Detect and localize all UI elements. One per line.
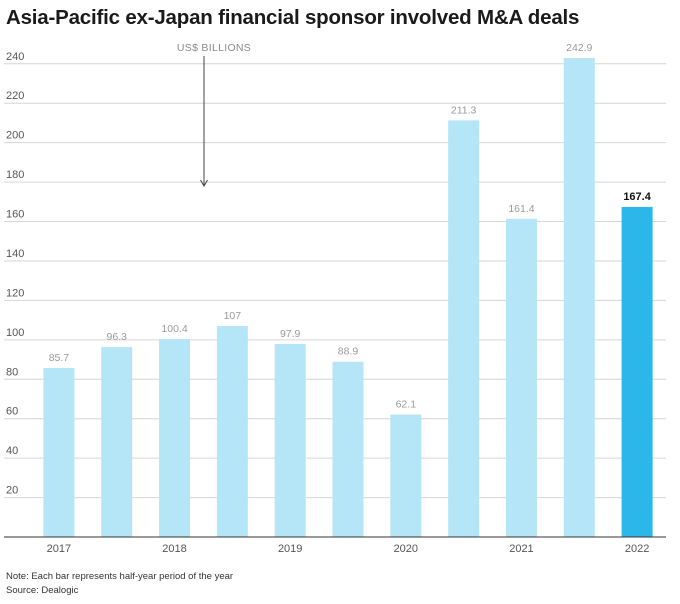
y-tick-label: 80 — [6, 366, 18, 378]
value-label: 242.9 — [566, 42, 592, 54]
bar — [101, 347, 133, 537]
bars — [43, 58, 653, 538]
value-label: 161.4 — [508, 203, 534, 215]
value-label: 62.1 — [396, 399, 417, 411]
x-tick-label: 2017 — [47, 543, 71, 555]
value-label: 88.9 — [338, 346, 359, 358]
y-tick-label: 60 — [6, 406, 18, 418]
bar — [448, 120, 480, 538]
value-label: 100.4 — [161, 323, 187, 335]
x-tick-label: 2020 — [394, 543, 418, 555]
x-tick-label: 2021 — [509, 543, 533, 555]
y-tick-label: 40 — [6, 445, 18, 457]
value-label: 97.9 — [280, 328, 301, 340]
y-tick-label: 240 — [6, 51, 24, 63]
y-tick-label: 100 — [6, 327, 24, 339]
y-tick-label: 120 — [6, 287, 24, 299]
x-tick-label: 2019 — [278, 543, 302, 555]
value-label: 96.3 — [107, 331, 128, 343]
bar — [43, 368, 75, 537]
bar — [621, 206, 653, 538]
footnote: Note: Each bar represents half-year peri… — [6, 571, 234, 582]
value-label: 107 — [224, 310, 242, 322]
y-tick-label: 220 — [6, 90, 24, 102]
bar — [505, 218, 537, 537]
bar — [216, 326, 248, 537]
bar — [159, 339, 191, 537]
y-tick-label: 160 — [6, 209, 24, 221]
unit-label: US$ BILLIONS — [177, 42, 251, 54]
value-label: 211.3 — [451, 104, 477, 116]
bar — [390, 414, 422, 537]
y-tick-label: 180 — [6, 169, 24, 181]
value-label: 85.7 — [49, 352, 70, 364]
bar — [563, 58, 595, 537]
unit-arrow-head — [200, 179, 208, 187]
y-tick-label: 200 — [6, 130, 24, 142]
value-label: 167.4 — [623, 191, 651, 203]
bar — [332, 361, 364, 537]
y-tick-label: 20 — [6, 485, 18, 497]
y-axis-tick-labels: 20 40 60 80 100 120 140 160 180 200 220 240 — [6, 51, 24, 497]
x-axis-tick-labels: 2017 2018 2019 2020 2021 2022 — [47, 543, 650, 555]
value-labels: 85.7 96.3 100.4 107 97.9 88.9 62.1 211.3 161.4 24… — [49, 42, 652, 410]
bar — [274, 343, 306, 537]
source-note: Source: Dealogic — [6, 585, 79, 596]
chart-title: Asia-Pacific ex-Japan financial sponsor … — [6, 6, 580, 29]
x-tick-label: 2018 — [162, 543, 186, 555]
y-tick-label: 140 — [6, 248, 24, 260]
x-tick-label: 2022 — [625, 543, 649, 555]
